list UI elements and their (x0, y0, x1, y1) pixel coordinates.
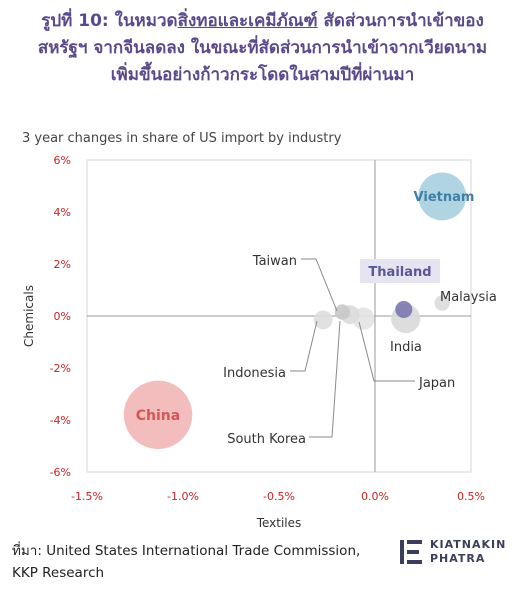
leader-line-japan (358, 321, 415, 382)
bubble-china (123, 380, 193, 449)
logo-text-line-1: KIATNAKIN (430, 538, 507, 551)
y-tick-label: -6% (50, 466, 71, 479)
label-box-thailand (360, 259, 440, 283)
x-tick-label: -0.5% (263, 490, 295, 503)
leader-line-south-korea (309, 320, 341, 438)
label-south-korea: South Korea (227, 432, 306, 447)
y-tick-label: -4% (50, 414, 71, 427)
title-line-1-pre: รูปที่ 10: ในหมวด (41, 11, 178, 31)
y-tick-label: 4% (54, 206, 71, 219)
source-line-2: KKP Research (12, 565, 105, 581)
x-tick-label: 0.5% (457, 490, 485, 503)
label-vietnam: Vietnam (414, 190, 475, 205)
label-china: China (136, 408, 180, 424)
label-taiwan: Taiwan (252, 254, 297, 269)
title-underlined-text: สิ่งทอและเคมีภัณฑ์ (177, 11, 318, 31)
label-india: India (390, 340, 422, 355)
x-tick-label: 0.0% (361, 490, 389, 503)
title-line-3: เพิ่มขึ้นอย่างก้าวกระโดดในสามปีที่ผ่านมา (110, 65, 415, 85)
bubble-thailand (395, 300, 413, 319)
bubble-indonesia (313, 310, 333, 330)
chart-subtitle: 3 year changes in share of US import by … (22, 131, 342, 146)
label-malaysia: Malaysia (440, 290, 497, 305)
leader-line-taiwan (301, 258, 338, 312)
y-tick-label: 0% (54, 310, 71, 323)
y-tick-label: 2% (54, 258, 71, 271)
title-line-1: รูปที่ 10: ในหมวดสิ่งทอและเคมีภัณฑ์ สัดส… (0, 8, 525, 35)
y-tick-label: -2% (50, 362, 71, 375)
title-line-2: สหรัฐฯ จากจีนลดลง ในขณะที่สัดส่วนการนำเข… (37, 38, 488, 58)
kkp-logo-mark-icon (400, 540, 422, 564)
source-line-1: ที่มา: United States International Trade… (12, 543, 361, 559)
x-axis-label: Textiles (256, 516, 302, 530)
label-japan: Japan (418, 376, 455, 391)
label-thailand: Thailand (368, 265, 431, 280)
leader-line-indonesia (290, 320, 318, 372)
label-indonesia: Indonesia (223, 366, 286, 381)
source-note: ที่มา: United States International Trade… (12, 540, 360, 584)
bubble-vietnam (418, 172, 467, 221)
kkp-logo: KIATNAKIN PHATRA (398, 536, 508, 570)
x-tick-label: -1.5% (71, 490, 103, 503)
bubble-taiwan (334, 304, 351, 320)
title-line-1-post: สัดส่วนการนำเข้าของ (317, 11, 484, 31)
logo-text-line-2: PHATRA (430, 552, 486, 565)
y-axis-label: Chemicals (22, 285, 36, 347)
bubble-malaysia (434, 295, 450, 311)
chart-title: รูปที่ 10: ในหมวดสิ่งทอและเคมีภัณฑ์ สัดส… (0, 8, 525, 89)
x-tick-label: -1.0% (167, 490, 199, 503)
y-tick-label: 6% (54, 154, 71, 167)
